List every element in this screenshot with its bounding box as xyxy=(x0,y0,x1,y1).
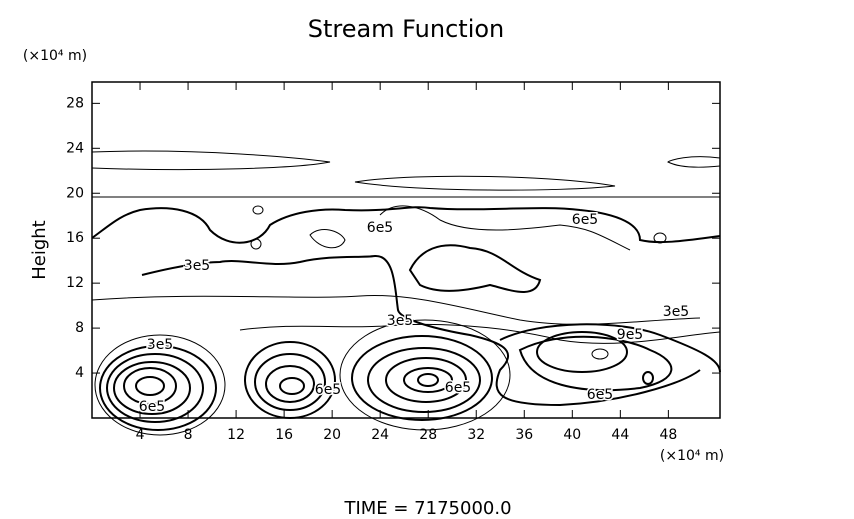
x-tick-label: 48 xyxy=(659,427,677,443)
x-tick-label: 4 xyxy=(136,427,145,443)
y-tick-label: 16 xyxy=(66,230,84,246)
contour-label: 3e5 xyxy=(387,313,413,329)
contour-label: 6e5 xyxy=(445,380,471,396)
x-tick-label: 32 xyxy=(467,427,485,443)
x-tick-label: 12 xyxy=(227,427,245,443)
contours xyxy=(91,150,721,436)
chart-title: Stream Function xyxy=(308,15,505,43)
x-tick-label: 20 xyxy=(323,427,341,443)
contour-label: 3e5 xyxy=(147,337,173,353)
contour-label: 9e5 xyxy=(617,327,643,343)
x-tick-label: 16 xyxy=(275,427,293,443)
contour-label: 6e5 xyxy=(315,382,341,398)
x-tick-label: 44 xyxy=(611,427,629,443)
footer: TIME = 7175000.0 xyxy=(343,498,511,519)
contour-label: 6e5 xyxy=(572,212,598,228)
y-tick-label: 12 xyxy=(66,275,84,291)
y-tick-label: 28 xyxy=(66,95,84,111)
x-tick-label: 36 xyxy=(515,427,533,443)
x-tick-label: 24 xyxy=(371,427,389,443)
plot-frame xyxy=(91,81,721,419)
contour-label: 3e5 xyxy=(184,258,210,274)
y-unit: (×10⁴ m) xyxy=(23,48,87,64)
x-tick-label: 8 xyxy=(184,427,193,443)
x-unit: (×10⁴ m) xyxy=(660,448,724,464)
y-axis-label: Height xyxy=(29,220,50,280)
y-tick-label: 24 xyxy=(66,140,84,156)
y-tick-label: 4 xyxy=(75,365,84,381)
y-tick-label: 8 xyxy=(75,320,84,336)
contour-label: 3e5 xyxy=(663,304,689,320)
contour-label: 6e5 xyxy=(139,399,165,415)
y-tick-label: 20 xyxy=(66,185,84,201)
contour-label: 6e5 xyxy=(587,387,613,403)
x-tick-label: 40 xyxy=(563,427,581,443)
contour-label: 6e5 xyxy=(367,220,393,236)
x-tick-label: 28 xyxy=(419,427,437,443)
